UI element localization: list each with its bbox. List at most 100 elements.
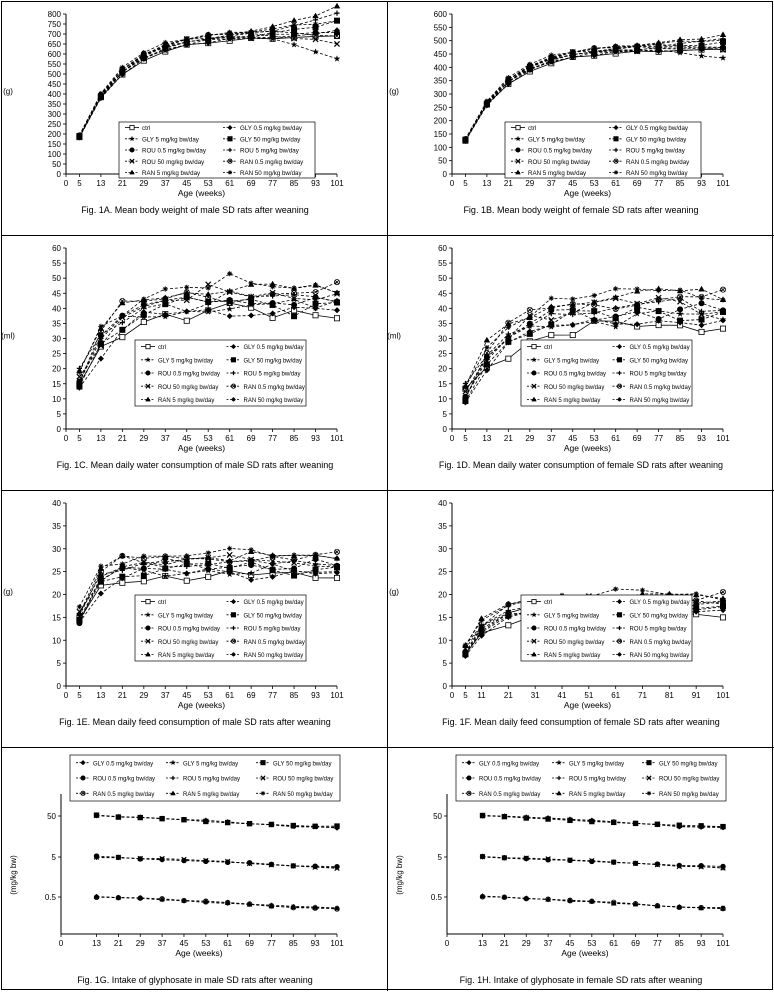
svg-text:0: 0 — [64, 179, 69, 188]
svg-text:GLY 5 mg/kg bw/day: GLY 5 mg/kg bw/day — [158, 613, 213, 619]
svg-text:GLY 5 mg/kg bw/day: GLY 5 mg/kg bw/day — [544, 358, 599, 364]
svg-text:750: 750 — [48, 20, 62, 29]
svg-text:29: 29 — [522, 939, 531, 948]
svg-text:35: 35 — [438, 319, 447, 328]
svg-text:15: 15 — [52, 613, 61, 622]
svg-text:13: 13 — [482, 434, 491, 443]
svg-text:(g): (g) — [389, 588, 399, 597]
svg-text:ROU 0.5 mg/kg bw/day: ROU 0.5 mg/kg bw/day — [544, 627, 606, 633]
svg-text:ctrl: ctrl — [544, 600, 552, 606]
svg-text:35: 35 — [438, 522, 447, 531]
svg-text:85: 85 — [290, 434, 299, 443]
svg-text:RAN 50 mg/kg bw/day: RAN 50 mg/kg bw/day — [630, 653, 690, 659]
svg-text:101: 101 — [330, 939, 344, 948]
svg-text:RAN 50 mg/kg bw/day: RAN 50 mg/kg bw/day — [240, 170, 302, 177]
svg-text:100: 100 — [434, 143, 448, 152]
svg-text:40: 40 — [438, 304, 447, 313]
svg-text:71: 71 — [638, 691, 647, 700]
svg-text:45: 45 — [182, 434, 191, 443]
svg-text:GLY 0.5 mg/kg bw/day: GLY 0.5 mg/kg bw/day — [244, 345, 304, 351]
svg-text:10: 10 — [52, 636, 61, 645]
svg-text:10: 10 — [438, 636, 447, 645]
svg-text:85: 85 — [289, 939, 298, 948]
svg-text:15: 15 — [52, 380, 61, 389]
svg-text:Fig. 1A. Mean body weight of m: Fig. 1A. Mean body weight of male SD rat… — [81, 205, 309, 215]
svg-text:5: 5 — [463, 179, 468, 188]
svg-text:GLY 50 mg/kg bw/day: GLY 50 mg/kg bw/day — [273, 761, 331, 767]
svg-text:0: 0 — [57, 682, 62, 691]
svg-text:100: 100 — [48, 150, 62, 159]
svg-text:77: 77 — [653, 939, 662, 948]
svg-text:61: 61 — [225, 179, 234, 188]
svg-text:37: 37 — [547, 179, 556, 188]
svg-text:ROU 5 mg/kg bw/day: ROU 5 mg/kg bw/day — [183, 777, 240, 783]
svg-text:GLY 50 mg/kg bw/day: GLY 50 mg/kg bw/day — [244, 613, 302, 619]
svg-text:10: 10 — [52, 395, 61, 404]
svg-text:GLY 5 mg/kg bw/day: GLY 5 mg/kg bw/day — [528, 136, 586, 143]
svg-text:85: 85 — [676, 434, 685, 443]
svg-text:GLY 0.5 mg/kg bw/day: GLY 0.5 mg/kg bw/day — [479, 761, 539, 767]
svg-text:20: 20 — [52, 365, 61, 374]
svg-text:500: 500 — [48, 70, 62, 79]
svg-text:0: 0 — [445, 939, 450, 948]
svg-text:53: 53 — [587, 939, 596, 948]
svg-text:ctrl: ctrl — [528, 125, 536, 132]
svg-text:101: 101 — [716, 434, 730, 443]
svg-text:Age (weeks): Age (weeks) — [175, 948, 222, 958]
svg-text:37: 37 — [158, 939, 167, 948]
svg-text:200: 200 — [48, 130, 62, 139]
svg-text:85: 85 — [676, 179, 685, 188]
svg-text:Age (weeks): Age (weeks) — [564, 188, 611, 198]
svg-text:ROU 5 mg/kg bw/day: ROU 5 mg/kg bw/day — [569, 777, 626, 783]
svg-text:45: 45 — [52, 289, 61, 298]
svg-text:ROU 5 mg/kg bw/day: ROU 5 mg/kg bw/day — [626, 148, 686, 155]
svg-text:61: 61 — [611, 434, 620, 443]
svg-text:53: 53 — [590, 179, 599, 188]
svg-text:(mg/kg bw): (mg/kg bw) — [395, 855, 404, 895]
svg-text:0: 0 — [450, 434, 455, 443]
svg-text:RAN 50 mg/kg bw/day: RAN 50 mg/kg bw/day — [244, 398, 304, 404]
svg-text:5: 5 — [57, 659, 62, 668]
svg-text:Age (weeks): Age (weeks) — [178, 443, 225, 453]
svg-text:ROU 0.5 mg/kg bw/day: ROU 0.5 mg/kg bw/day — [479, 777, 541, 783]
svg-text:55: 55 — [52, 259, 61, 268]
svg-text:RAN 5 mg/kg bw/day: RAN 5 mg/kg bw/day — [528, 170, 587, 177]
svg-text:ctrl: ctrl — [142, 125, 150, 132]
svg-text:0: 0 — [59, 939, 64, 948]
svg-text:Age (weeks): Age (weeks) — [178, 188, 225, 198]
svg-text:69: 69 — [247, 434, 256, 443]
svg-text:ctrl: ctrl — [544, 345, 552, 351]
svg-text:GLY 50 mg/kg bw/day: GLY 50 mg/kg bw/day — [244, 358, 302, 364]
svg-text:250: 250 — [48, 120, 62, 129]
svg-text:700: 700 — [48, 30, 62, 39]
svg-text:ROU 5 mg/kg bw/day: ROU 5 mg/kg bw/day — [244, 627, 301, 633]
svg-text:ctrl: ctrl — [158, 345, 166, 351]
svg-text:500: 500 — [434, 37, 448, 46]
svg-text:53: 53 — [204, 691, 213, 700]
svg-text:ROU 5 mg/kg bw/day: ROU 5 mg/kg bw/day — [244, 372, 301, 378]
svg-text:GLY 0.5 mg/kg bw/day: GLY 0.5 mg/kg bw/day — [244, 600, 304, 606]
svg-text:21: 21 — [504, 434, 513, 443]
svg-text:50: 50 — [47, 812, 56, 821]
svg-text:37: 37 — [547, 434, 556, 443]
svg-text:30: 30 — [52, 545, 61, 554]
svg-text:650: 650 — [48, 40, 62, 49]
svg-text:29: 29 — [139, 434, 148, 443]
svg-text:93: 93 — [697, 434, 706, 443]
svg-text:55: 55 — [438, 259, 447, 268]
svg-text:150: 150 — [434, 130, 448, 139]
svg-text:0.5: 0.5 — [431, 893, 443, 902]
svg-text:101: 101 — [716, 179, 730, 188]
svg-text:37: 37 — [161, 434, 170, 443]
svg-text:GLY 50 mg/kg bw/day: GLY 50 mg/kg bw/day — [626, 136, 687, 143]
svg-text:20: 20 — [438, 365, 447, 374]
svg-text:61: 61 — [609, 939, 618, 948]
svg-text:77: 77 — [268, 179, 277, 188]
svg-text:ROU 50 mg/kg bw/day: ROU 50 mg/kg bw/day — [158, 385, 218, 391]
svg-text:30: 30 — [52, 335, 61, 344]
svg-text:ROU 0.5 mg/kg bw/day: ROU 0.5 mg/kg bw/day — [93, 777, 155, 783]
svg-text:Fig. 1C. Mean daily water cons: Fig. 1C. Mean daily water consumption of… — [57, 460, 334, 470]
svg-text:69: 69 — [631, 939, 640, 948]
svg-text:GLY 0.5 mg/kg bw/day: GLY 0.5 mg/kg bw/day — [630, 600, 690, 606]
svg-text:69: 69 — [247, 179, 256, 188]
